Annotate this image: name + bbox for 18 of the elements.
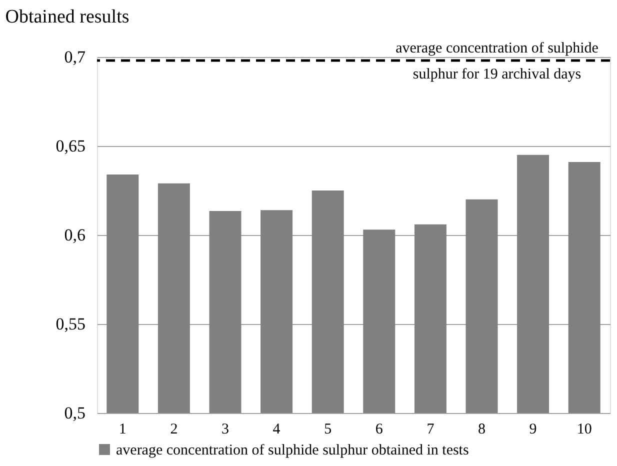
x-tick-label: 4: [272, 422, 281, 438]
x-tick-label: 2: [170, 422, 178, 438]
legend-label: average concentration of sulphide sulphur obtained in tests: [116, 442, 469, 458]
x-tick-label: 3: [222, 422, 229, 438]
x-tick-label: 9: [529, 422, 537, 438]
y-tick-label: 0,55: [56, 314, 86, 334]
chart-title: Obtained results: [5, 6, 130, 28]
x-tick-label: 6: [375, 422, 384, 438]
x-tick-label: 7: [426, 422, 435, 438]
y-tick-label: 0,6: [64, 226, 86, 244]
ref-line-label: average concentration of sulphide sulphur for 19 archival days: [396, 40, 599, 83]
x-tick-label: 8: [478, 422, 486, 438]
x-tick-label: 10: [576, 422, 592, 438]
x-tick-label: 5: [324, 422, 332, 438]
x-tick-label: 1: [118, 422, 126, 438]
y-tick-label: 0,7: [64, 48, 86, 66]
y-tick-label: 0,5: [64, 404, 86, 422]
y-tick-label: 0,65: [56, 136, 86, 156]
